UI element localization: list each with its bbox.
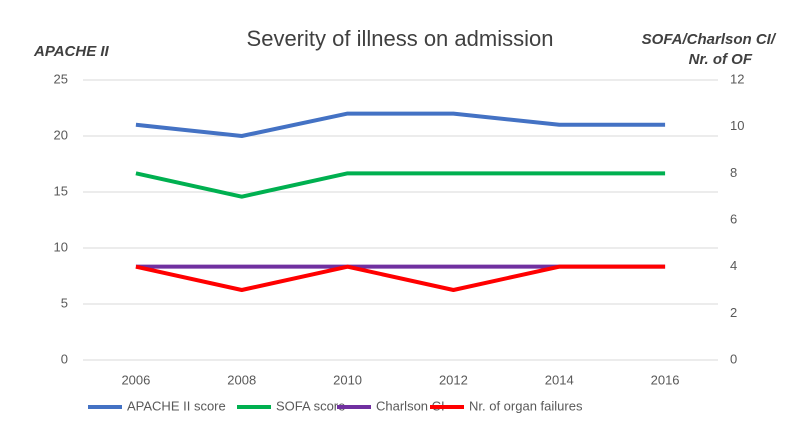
- y-tick-label: 10: [54, 239, 68, 254]
- y-tick-label: 20: [54, 127, 68, 142]
- legend-label: Nr. of organ failures: [469, 398, 583, 413]
- x-tick-label: 2016: [651, 372, 680, 387]
- y2-tick-label: 10: [730, 118, 744, 133]
- series-line: [135, 264, 666, 292]
- legend-label: APACHE II score: [127, 398, 226, 413]
- y-tick-label: 0: [61, 351, 68, 366]
- y2-tick-label: 8: [730, 165, 737, 180]
- x-tick-label: 2014: [545, 372, 574, 387]
- series-line: [135, 171, 666, 199]
- series-line: [135, 111, 666, 138]
- x-tick-label: 2008: [227, 372, 256, 387]
- y2-tick-label: 6: [730, 211, 737, 226]
- y-tick-label: 15: [54, 183, 68, 198]
- legend-label: Charlson CI: [376, 398, 445, 413]
- y2-tick-label: 0: [730, 351, 737, 366]
- chart-title: Severity of illness on admission: [247, 26, 554, 51]
- y2-tick-label: 2: [730, 305, 737, 320]
- x-tick-label: 2010: [333, 372, 362, 387]
- y2-tick-label: 4: [730, 258, 737, 273]
- x-tick-label: 2012: [439, 372, 468, 387]
- legend-label: SOFA score: [276, 398, 345, 413]
- y-tick-label: 5: [61, 295, 68, 310]
- y-axis-label: APACHE II: [33, 43, 110, 60]
- y2-axis-label: SOFA/Charlson CI/: [642, 31, 777, 48]
- y2-axis-label: Nr. of OF: [689, 51, 753, 68]
- x-tick-label: 2006: [121, 372, 150, 387]
- y2-tick-label: 12: [730, 71, 744, 86]
- y-tick-label: 25: [54, 71, 68, 86]
